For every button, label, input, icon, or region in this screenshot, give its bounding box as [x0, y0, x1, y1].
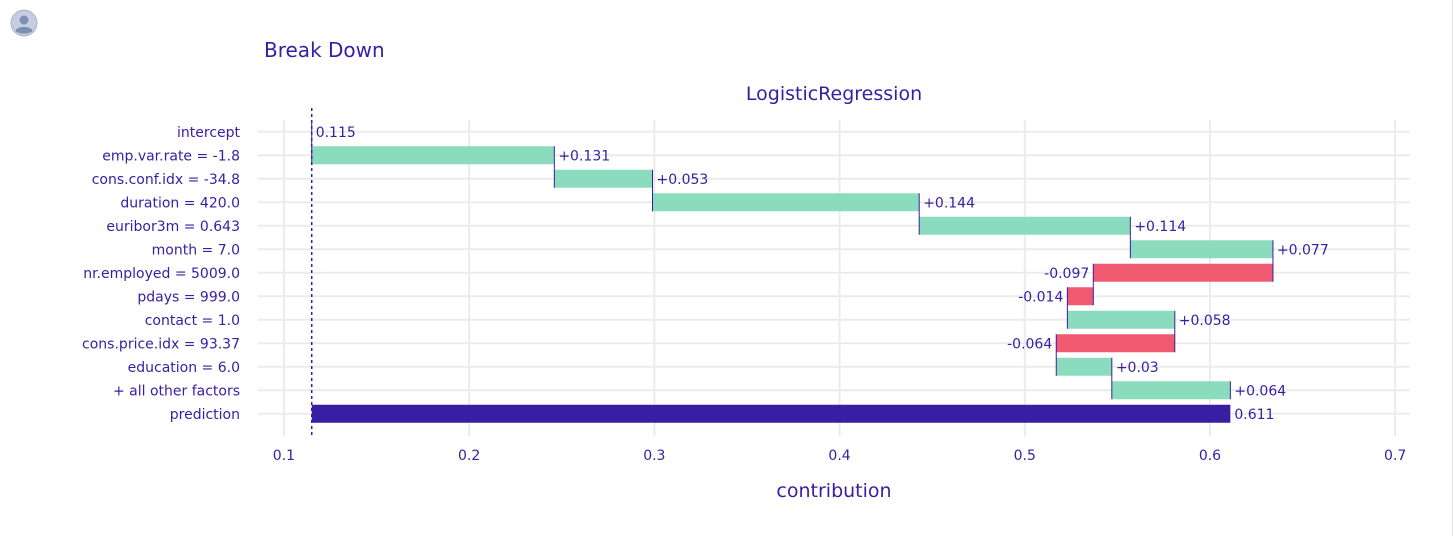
value-label: -0.014 [1018, 289, 1063, 305]
value-label: -0.097 [1044, 266, 1089, 282]
value-label: +0.114 [1134, 219, 1186, 235]
value-label: -0.064 [1007, 336, 1052, 352]
value-label: 0.611 [1234, 407, 1274, 423]
bar-positive [1130, 240, 1273, 259]
x-tick-label: 0.2 [458, 448, 480, 464]
y-tick-label: emp.var.rate = -1.8 [102, 148, 240, 164]
user-avatar-icon[interactable] [10, 9, 38, 37]
bar-negative [1067, 287, 1094, 306]
value-label: +0.064 [1234, 383, 1286, 399]
bar-positive [919, 216, 1131, 235]
y-tick-label: intercept [177, 125, 241, 141]
value-label: +0.144 [923, 195, 975, 211]
y-tick-label: euribor3m = 0.643 [106, 219, 240, 235]
bar-positive [554, 169, 653, 188]
y-tick-label: pdays = 999.0 [137, 289, 240, 305]
value-label: +0.03 [1116, 360, 1159, 376]
x-tick-label: 0.4 [828, 448, 850, 464]
bar-prediction [311, 404, 1231, 423]
value-label: 0.115 [316, 125, 356, 141]
bar-negative [1093, 263, 1273, 282]
y-tick-label: prediction [170, 407, 240, 423]
x-tick-label: 0.5 [1014, 448, 1036, 464]
x-axis-title: contribution [776, 480, 891, 502]
y-tick-label: month = 7.0 [152, 242, 240, 258]
bar-positive [311, 146, 555, 165]
bar-negative [1056, 334, 1175, 353]
x-tick-label: 0.3 [643, 448, 665, 464]
x-tick-label: 0.1 [273, 448, 295, 464]
bar-positive [1067, 310, 1175, 329]
y-tick-label: duration = 420.0 [120, 195, 240, 211]
bar-positive [1056, 357, 1112, 376]
y-tick-label: nr.employed = 5009.0 [83, 266, 240, 282]
y-tick-label: cons.price.idx = 93.37 [82, 336, 240, 352]
y-tick-label: education = 6.0 [128, 360, 240, 376]
chart-subtitle: LogisticRegression [746, 83, 922, 105]
value-label: +0.077 [1277, 242, 1329, 258]
bar-positive [1111, 381, 1231, 400]
y-tick-label: + all other factors [113, 383, 240, 399]
value-label: +0.131 [558, 148, 610, 164]
y-tick-label: cons.conf.idx = -34.8 [92, 172, 240, 188]
value-label: +0.053 [656, 172, 708, 188]
x-tick-label: 0.6 [1199, 448, 1221, 464]
chart-title: Break Down [264, 38, 385, 62]
x-tick-label: 0.7 [1384, 448, 1406, 464]
bar-positive [652, 193, 920, 212]
value-label: +0.058 [1179, 313, 1231, 329]
y-tick-label: contact = 1.0 [145, 313, 240, 329]
